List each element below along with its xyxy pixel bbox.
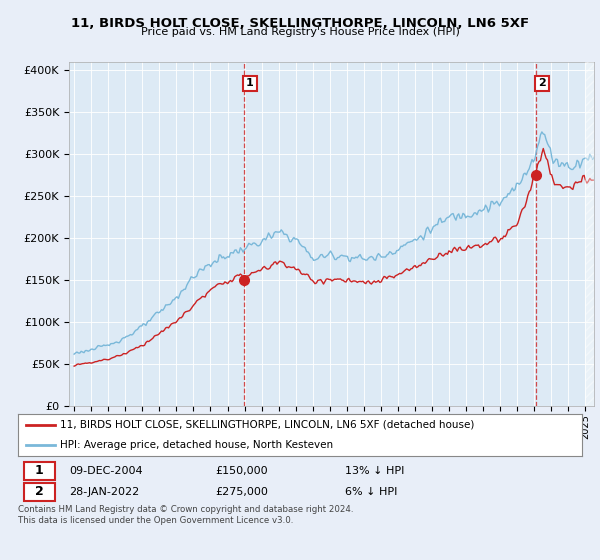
Text: 13% ↓ HPI: 13% ↓ HPI [345,466,404,476]
Text: HPI: Average price, detached house, North Kesteven: HPI: Average price, detached house, Nort… [60,440,334,450]
Text: Price paid vs. HM Land Registry's House Price Index (HPI): Price paid vs. HM Land Registry's House … [140,27,460,37]
Text: 11, BIRDS HOLT CLOSE, SKELLINGTHORPE, LINCOLN, LN6 5XF: 11, BIRDS HOLT CLOSE, SKELLINGTHORPE, LI… [71,17,529,30]
Text: 2: 2 [35,486,44,498]
Text: 11, BIRDS HOLT CLOSE, SKELLINGTHORPE, LINCOLN, LN6 5XF (detached house): 11, BIRDS HOLT CLOSE, SKELLINGTHORPE, LI… [60,420,475,430]
Text: 2: 2 [538,78,546,88]
Bar [23,483,55,501]
Text: £150,000: £150,000 [215,466,268,476]
Text: Contains HM Land Registry data © Crown copyright and database right 2024.
This d: Contains HM Land Registry data © Crown c… [18,505,353,525]
Text: 09-DEC-2004: 09-DEC-2004 [69,466,142,476]
Text: 28-JAN-2022: 28-JAN-2022 [69,487,139,497]
Bar [23,462,55,480]
Text: £275,000: £275,000 [215,487,268,497]
Text: 1: 1 [246,78,254,88]
Text: 6% ↓ HPI: 6% ↓ HPI [345,487,397,497]
Text: 1: 1 [35,464,44,478]
